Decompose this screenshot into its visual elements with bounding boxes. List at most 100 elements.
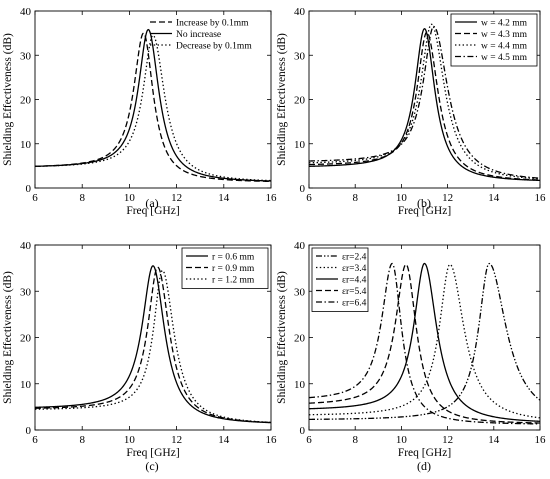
x-tick-label: 12 (171, 434, 182, 446)
x-tick-label: 8 (79, 434, 85, 446)
x-tick-label: 10 (396, 192, 408, 204)
series-group (35, 28, 271, 183)
series-line-1 (35, 32, 271, 183)
legend: εr=2.4εr=3.4 εr=4.4εr=5.4 εr=6.4 (311, 247, 369, 312)
y-axis-label: Shielding Effectiveness (dB) (2, 33, 14, 166)
legend: r = 0.6 mmr = 0.9 mm r = 1.2 mm (181, 247, 269, 289)
legend-label-3: Decrease by 0.1mm (176, 42, 252, 52)
legend-label-1: Increase by 0.1mm (176, 19, 249, 29)
plot-frame (308, 244, 541, 431)
x-tick-label: 14 (488, 434, 500, 446)
y-tick-label: 10 (294, 139, 306, 151)
y-tick-label: 0 (300, 183, 306, 195)
series-line-3 (35, 269, 271, 423)
y-tick-label: 10 (20, 139, 32, 151)
y-tick-label: 0 (26, 183, 32, 195)
series-line-1 (309, 262, 540, 421)
series-line-2 (309, 31, 540, 181)
x-axis-label: Freq [GHz] (126, 205, 179, 217)
y-axis-label: Shielding Effectiveness (dB) (2, 271, 14, 404)
chart-panel-1: 6 8 10 12 14 16 0 10 20 30 40 Freq [GHz] Shielding E… (2, 6, 277, 217)
series-line-5 (309, 262, 540, 425)
y-tick-label: 40 (20, 6, 32, 18)
y-tick-label: 20 (294, 333, 306, 345)
series-line-3 (309, 23, 540, 180)
y-axis-label: Shielding Effectiveness (dB) (276, 271, 288, 404)
x-tick-label: 12 (171, 192, 182, 204)
x-tick-label: 16 (535, 192, 547, 204)
y-axis-label: Shielding Effectiveness (dB) (276, 33, 288, 166)
chart-panel-4: 6 8 10 12 14 16 0 10 20 30 40 Freq [GHz] Shielding E… (276, 240, 546, 473)
y-tick-label: 0 (300, 425, 306, 437)
series-line-4 (309, 263, 540, 424)
y-tick-label: 20 (294, 95, 306, 107)
plot-frame (34, 244, 272, 431)
series-group (309, 262, 540, 425)
series-line-4 (309, 25, 540, 179)
legend-label-2: εr=3.4 (342, 264, 367, 274)
x-tick-label: 10 (124, 192, 136, 204)
y-tick-label: 30 (294, 50, 306, 62)
legend-label-4: εr=5.4 (342, 287, 367, 297)
series-line-1 (309, 27, 540, 182)
panel-label: (c) (145, 459, 158, 473)
series-line-2 (35, 28, 271, 182)
plot-frame (308, 10, 541, 189)
x-tick-label: 6 (306, 434, 312, 446)
chart-panel-3: 6 8 10 12 14 16 0 10 20 30 40 Freq [GHz] Shielding E… (2, 240, 277, 473)
series-group (309, 23, 540, 182)
x-tick-label: 6 (32, 434, 38, 446)
legend-label-1: r = 0.6 mm (212, 253, 255, 263)
series-line-3 (35, 34, 271, 182)
legend-label-1: w = 4.2 mm (481, 19, 528, 29)
legend: w = 4.2 mmw = 4.3 mm w = 4.4 mmw = 4.5 mm (450, 13, 538, 67)
legend-label-5: εr=6.4 (342, 299, 367, 309)
y-tick-label: 0 (26, 425, 32, 437)
legend-label-4: w = 4.5 mm (481, 53, 528, 63)
legend-label-2: w = 4.3 mm (481, 30, 528, 40)
y-tick-label: 30 (20, 50, 32, 62)
x-tick-label: 16 (266, 434, 278, 446)
x-tick-label: 8 (352, 192, 358, 204)
x-tick-label: 12 (442, 192, 453, 204)
plot-frame (34, 10, 272, 189)
x-tick-label: 16 (266, 192, 278, 204)
x-tick-label: 6 (32, 192, 38, 204)
x-tick-label: 10 (124, 434, 136, 446)
x-tick-label: 8 (352, 434, 358, 446)
x-tick-label: 10 (396, 434, 408, 446)
x-tick-label: 14 (488, 192, 500, 204)
y-tick-label: 20 (20, 95, 32, 107)
legend-box (450, 13, 538, 67)
y-tick-label: 30 (294, 286, 306, 298)
series-line-2 (35, 266, 271, 424)
x-tick-label: 8 (79, 192, 85, 204)
panel-label: (b) (417, 196, 431, 210)
y-tick-label: 40 (294, 6, 306, 18)
x-tick-label: 16 (535, 434, 547, 446)
x-tick-label: 14 (218, 434, 230, 446)
legend-label-3: r = 1.2 mm (212, 276, 255, 286)
y-tick-label: 20 (20, 333, 32, 345)
series-line-2 (309, 263, 540, 419)
x-axis-label: Freq [GHz] (126, 447, 179, 459)
legend-box (311, 247, 369, 312)
panel-label: (a) (145, 196, 158, 210)
legend-label-3: εr=4.4 (342, 276, 367, 286)
legend-label-2: No increase (176, 30, 221, 40)
series-group (35, 265, 271, 424)
y-tick-label: 40 (294, 240, 306, 252)
series-line-3 (309, 262, 540, 422)
legend-label-2: r = 0.9 mm (212, 264, 255, 274)
x-tick-label: 14 (218, 192, 230, 204)
x-axis-label: Freq [GHz] (398, 447, 451, 459)
legend-label-3: w = 4.4 mm (481, 42, 528, 52)
y-tick-label: 10 (20, 379, 32, 391)
panel-label: (d) (417, 459, 431, 473)
x-axis-label: Freq [GHz] (398, 205, 451, 217)
y-tick-label: 40 (20, 240, 32, 252)
chart-panel-2: 6 8 10 12 14 16 0 10 20 30 40 Freq [GHz] Shielding E… (276, 6, 546, 217)
y-tick-label: 30 (20, 286, 32, 298)
x-tick-label: 6 (306, 192, 312, 204)
